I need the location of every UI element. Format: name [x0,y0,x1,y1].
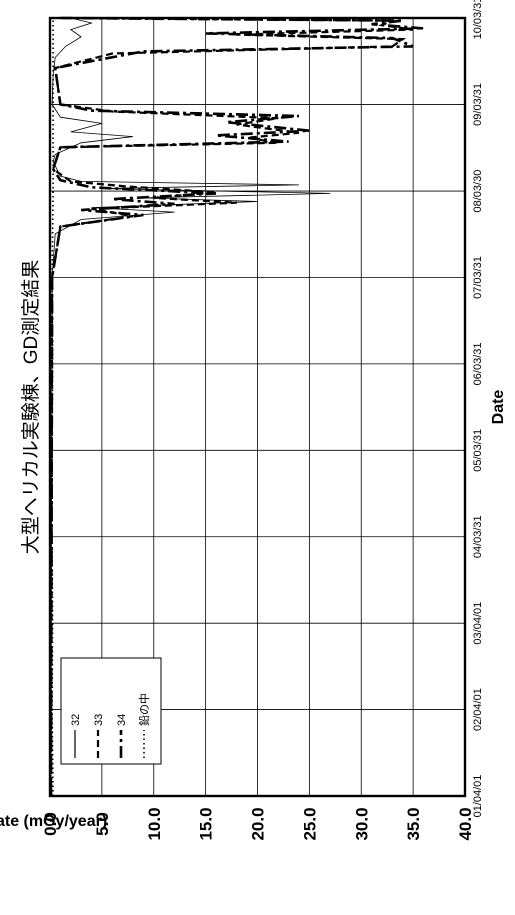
date-tick-label-1: 02/04/01 [472,688,484,731]
dose-tick-label-6: 30.0 [352,807,371,840]
date-tick-label-8: 09/03/31 [472,83,484,126]
series-line-1 [49,16,414,797]
legend-label-3: 鉛の中 [137,693,151,726]
dose-tick-label-4: 20.0 [249,807,268,840]
dose-tick-label-3: 15.0 [197,807,216,840]
dose-tick-label-8: 40.0 [456,807,475,840]
series-line-2 [49,16,424,797]
series-line-0 [50,17,331,797]
dose-tick-label-2: 10.0 [145,807,164,840]
date-tick-label-9: 10/03/31 [472,0,484,39]
legend-label-0: 32 [70,714,82,726]
plot-area [48,16,467,798]
date-tick-label-6: 07/03/31 [472,256,484,299]
date-tick-label-3: 04/03/31 [472,515,484,558]
legend-label-1: 33 [93,714,105,726]
chart-overlay: 0.0 5.0 10.0 15.0 20.0 25.0 30.0 35.0 40.001/04/… [0,0,507,841]
y-axis-title: Dose Rate (mGy/year) [0,813,107,830]
legend: 32 33 34 鉛の中 [60,657,162,765]
date-tick-label-7: 08/03/30 [472,170,484,213]
dose-tick-label-7: 35.0 [404,807,423,840]
date-tick-label-5: 06/03/31 [472,342,484,385]
dose-tick-label-1: 5.0 [93,812,112,836]
legend-box [60,657,162,765]
date-tick-label-2: 03/04/01 [472,602,484,645]
dose-tick-label-5: 25.0 [300,807,319,840]
date-tick-label-4: 05/03/31 [472,429,484,472]
legend-label-2: 34 [116,714,128,726]
plot-frame [48,16,467,798]
series-line-3 [51,18,54,797]
date-tick-label-0: 01/04/01 [472,775,484,818]
dose-tick-label-0: 0.0 [41,812,60,836]
chart-title: 大型ヘリカル実験棟、GD測定結果 [20,260,42,555]
x-axis-title: Date [490,390,507,425]
